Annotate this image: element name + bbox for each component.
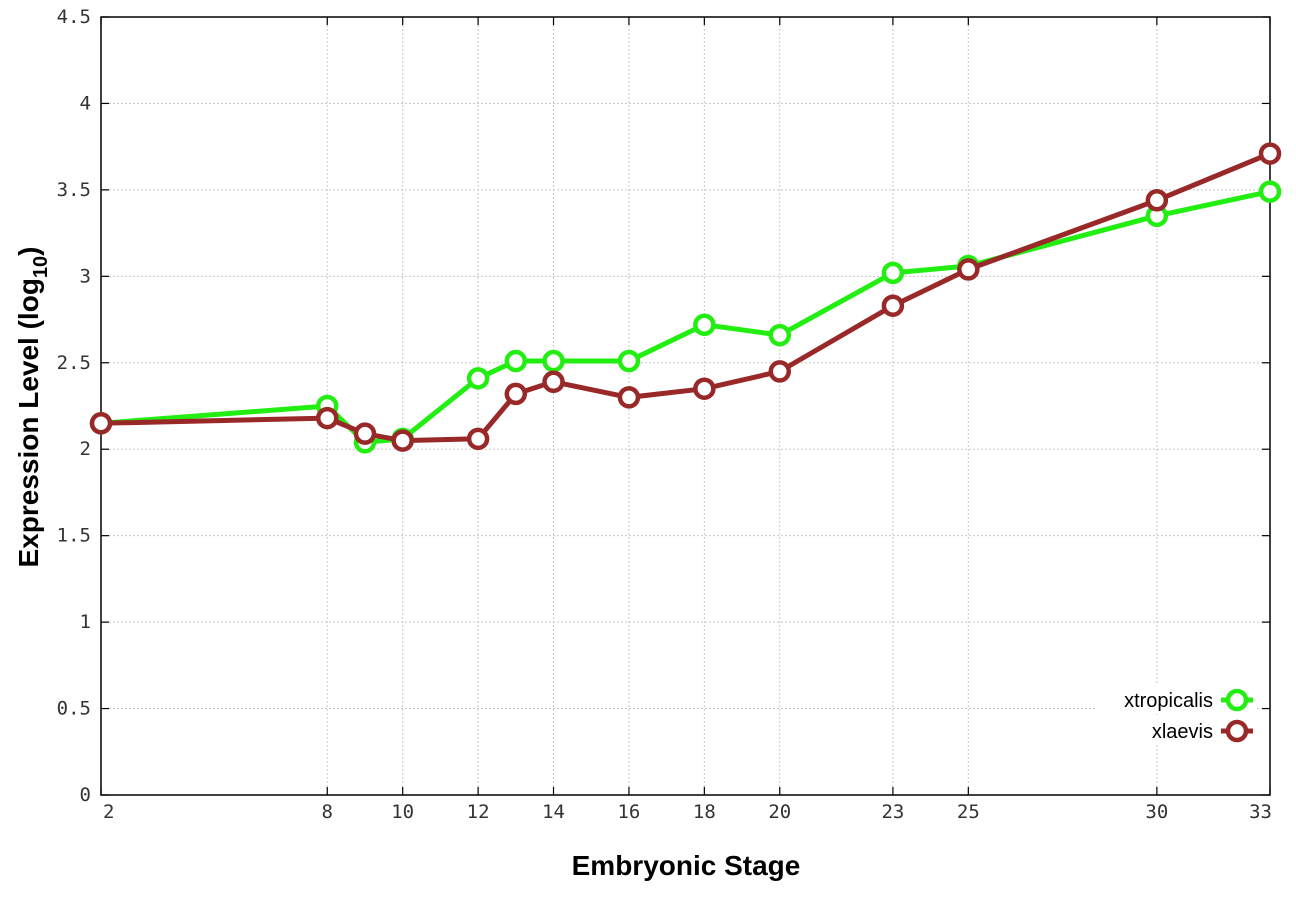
data-point-xtropicalis	[466, 367, 490, 390]
ticks-layer: 0 0.5 1 1.5 2 2.5 3 3.5 4 4.5 2 8 10 12 14 16 18 20 23 25 30…	[57, 6, 1272, 823]
x-tick-label: 8	[322, 801, 333, 823]
data-point-xtropicalis	[1258, 180, 1282, 203]
legend-swatch-marker	[1225, 719, 1249, 743]
x-tick-label: 14	[542, 801, 565, 823]
data-point-xlaevis	[466, 427, 490, 451]
y-tick-label: 4	[80, 92, 91, 114]
legend-label-xlaevis: xlaevis	[1152, 721, 1213, 743]
y-tick-label: 0	[80, 784, 91, 806]
series-line-xtropicalis	[100, 189, 1271, 445]
x-tick-label: 23	[881, 801, 904, 823]
data-point-xlaevis	[617, 386, 641, 409]
x-tick-label: 12	[467, 801, 490, 823]
x-tick-label: 16	[617, 801, 640, 823]
y-tick-label: 1.5	[57, 525, 91, 547]
data-point-xlaevis	[1258, 142, 1282, 165]
data-point-xlaevis	[1145, 189, 1169, 212]
grid-layer	[101, 17, 1270, 795]
data-point-xtropicalis	[504, 349, 528, 373]
data-point-xlaevis	[89, 412, 113, 435]
x-tick-label: 30	[1145, 801, 1168, 823]
x-tick-label: 20	[768, 801, 791, 823]
series-line-xlaevis	[100, 151, 1271, 444]
y-tick-label: 3.5	[57, 179, 91, 201]
y-axis-title-subscript: 10	[30, 256, 52, 278]
y-axis-title-main: Expression Level (log	[13, 278, 44, 567]
y-tick-label: 4.5	[57, 6, 91, 28]
data-point-xlaevis	[504, 382, 528, 406]
x-tick-label: 18	[693, 801, 716, 823]
legend: xtropicalis xlaevis	[1096, 685, 1256, 745]
y-tick-label: 1	[80, 611, 91, 633]
data-point-xtropicalis	[542, 349, 565, 373]
data-point-xtropicalis	[617, 349, 641, 373]
series-layer	[89, 142, 1282, 454]
data-point-xlaevis	[316, 406, 339, 430]
y-axis-title-close: )	[13, 247, 44, 256]
data-point-xlaevis	[957, 258, 980, 281]
x-tick-label: 10	[391, 801, 414, 823]
data-point-xlaevis	[881, 294, 905, 317]
data-point-xlaevis	[768, 360, 792, 383]
data-point-xlaevis	[391, 429, 414, 452]
plot-frame	[100, 16, 1271, 796]
legend-swatch-marker	[1225, 688, 1249, 712]
y-tick-label: 2	[80, 438, 91, 460]
y-tick-label: 2.5	[57, 352, 91, 374]
x-tick-label: 2	[103, 801, 114, 823]
y-axis-title: Expression Level (log10)	[13, 247, 52, 568]
y-tick-label: 3	[80, 265, 91, 287]
x-tick-label: 33	[1249, 801, 1272, 823]
data-point-xtropicalis	[693, 313, 716, 336]
y-tick-label: 0.5	[57, 698, 91, 720]
x-axis-title: Embryonic Stage	[572, 850, 801, 881]
data-point-xlaevis	[353, 422, 377, 445]
data-point-xlaevis	[542, 370, 565, 394]
x-tick-label: 25	[957, 801, 980, 823]
data-point-xtropicalis	[768, 323, 792, 347]
data-point-xlaevis	[693, 377, 716, 400]
data-point-xtropicalis	[881, 261, 905, 285]
legend-label-xtropicalis: xtropicalis	[1124, 690, 1213, 712]
